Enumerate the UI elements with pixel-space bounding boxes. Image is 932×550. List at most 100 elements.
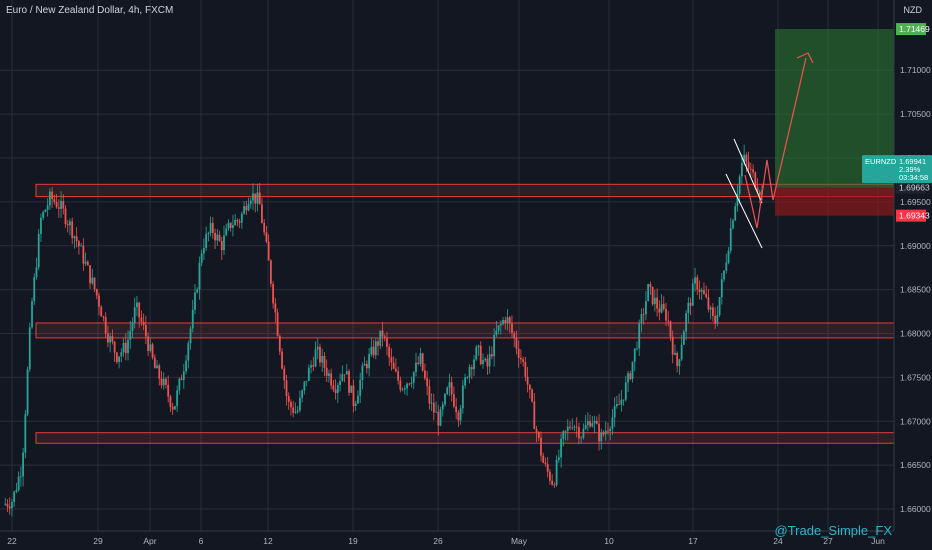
candle-body (638, 323, 641, 349)
current-price-label: 1.69941 (899, 157, 926, 166)
candle-body (680, 344, 683, 360)
projection-zigzag (744, 159, 774, 229)
candle-body (571, 427, 574, 429)
candle-body (477, 345, 480, 348)
symbol-title[interactable]: Euro / New Zealand Dollar, 4h, FXCM (6, 5, 174, 16)
candle-body (13, 491, 16, 502)
candle-body (593, 420, 596, 424)
price-tick-label: 1.66500 (900, 460, 931, 470)
candle-body (191, 309, 194, 329)
candle-body (669, 321, 672, 337)
candle-body (397, 371, 400, 381)
price-axis-bg (894, 0, 932, 550)
candle-body (729, 228, 732, 251)
candle-body (428, 386, 431, 404)
candle-body (28, 327, 31, 370)
candle-body (578, 427, 580, 439)
price-axis[interactable]: 1.66000 1.66500 1.67000 1.67500 1.68000 1.685… (893, 0, 932, 550)
candle-body (607, 430, 609, 432)
candle-body (122, 342, 125, 353)
candle-body (640, 314, 643, 324)
candle-body (656, 297, 658, 309)
candle-body (383, 336, 386, 338)
candle-body (392, 362, 395, 369)
candle-body (678, 359, 681, 367)
candle-body (263, 222, 266, 233)
candle-body (412, 372, 415, 383)
candle-body (580, 437, 583, 439)
candle-body (169, 396, 172, 407)
candle-body (410, 382, 413, 385)
candle-body (238, 221, 241, 223)
candle-body (294, 411, 297, 413)
candle-body (203, 248, 205, 254)
candle-body (363, 363, 366, 366)
time-tick-label: 19 (348, 536, 358, 546)
candle-body (229, 222, 232, 228)
candle-body (508, 317, 511, 324)
candle-body (403, 388, 406, 390)
candle-body (745, 154, 748, 162)
candle-body (24, 414, 27, 453)
candle-body (544, 462, 547, 465)
candle-body (533, 401, 536, 429)
candle-body (144, 324, 147, 337)
candle-body (118, 356, 120, 363)
candle-body (711, 307, 714, 316)
candle-body (446, 387, 449, 395)
candle-body (211, 222, 214, 233)
candle-body (430, 402, 433, 404)
candle-body (196, 289, 199, 293)
time-tick-label: 27 (823, 536, 833, 546)
candle-body (276, 312, 279, 336)
candle-body (48, 191, 51, 206)
candle-body (4, 503, 7, 505)
candle-body (455, 406, 458, 413)
candle-body (504, 320, 507, 323)
candle-body (89, 265, 91, 284)
candle-body (732, 220, 734, 229)
candle-body (11, 501, 13, 509)
candle-body (62, 200, 65, 209)
candle-body (613, 406, 616, 418)
candle-body (426, 378, 429, 387)
candle-body (513, 332, 516, 339)
candle-body (194, 292, 196, 310)
time-tick-label: 10 (604, 536, 614, 546)
candle-body (716, 315, 719, 324)
candle-body (98, 295, 100, 307)
candle-body (752, 169, 754, 173)
candle-body (368, 354, 371, 369)
candle-body (682, 331, 685, 345)
candle-body (44, 209, 47, 212)
candle-body (218, 234, 221, 241)
time-tick-label: 17 (688, 536, 698, 546)
time-axis[interactable]: 22 29 Apr 6 12 19 26 May 10 17 24 27 Jun (0, 530, 932, 550)
candle-body (388, 346, 391, 358)
candle-body (691, 283, 694, 306)
candle-body (517, 348, 520, 358)
candle-body (482, 360, 484, 365)
candle-body (642, 314, 645, 315)
time-tick-label: 29 (93, 536, 103, 546)
candle-body (60, 200, 62, 209)
candle-body (749, 168, 752, 170)
candle-body (694, 277, 696, 284)
candle-body (705, 293, 708, 298)
candle-body (598, 423, 600, 442)
candle-body (133, 307, 136, 323)
candle-body (6, 503, 9, 507)
price-tick-label: 1.67000 (900, 416, 931, 426)
candle-body (415, 362, 417, 373)
candle-body (660, 304, 663, 313)
candle-body (714, 315, 717, 324)
long-position-tool[interactable] (775, 29, 894, 216)
chart-grid (0, 0, 894, 531)
candle-body (209, 222, 212, 234)
currency-label[interactable]: NZD (903, 5, 923, 15)
candle-body (69, 221, 71, 226)
candle-body (91, 277, 94, 284)
candle-body (35, 267, 38, 278)
candle-body (406, 383, 408, 389)
